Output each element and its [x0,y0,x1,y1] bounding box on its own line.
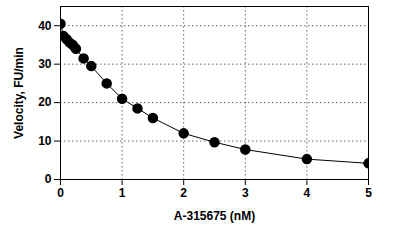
svg-text:40: 40 [38,19,52,33]
svg-text:5: 5 [365,186,372,200]
svg-text:0: 0 [45,172,52,186]
svg-text:10: 10 [38,134,52,148]
svg-text:Velocity, FU/min: Velocity, FU/min [12,47,26,139]
svg-text:20: 20 [38,95,52,109]
svg-text:1: 1 [119,186,126,200]
svg-text:3: 3 [242,186,249,200]
svg-text:A-315675 (nM): A-315675 (nM) [174,209,255,223]
svg-text:2: 2 [180,186,187,200]
svg-text:4: 4 [304,186,311,200]
svg-text:0: 0 [57,186,64,200]
svg-text:30: 30 [38,57,52,71]
